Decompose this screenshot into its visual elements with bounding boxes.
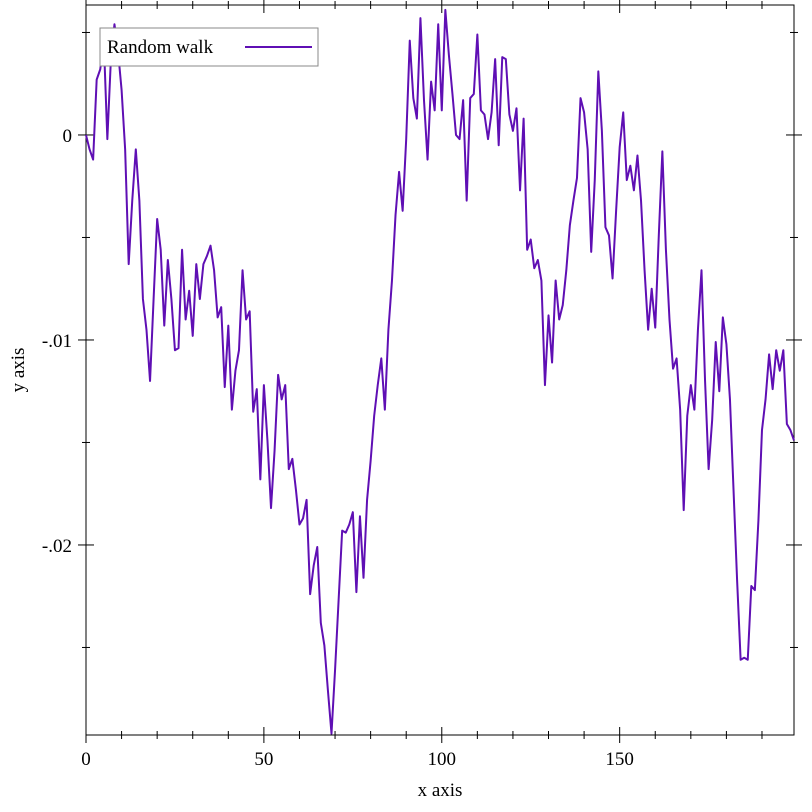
y-tick-label: 0 bbox=[63, 126, 73, 147]
legend-label: Random walk bbox=[107, 37, 214, 58]
y-axis-label: y axis bbox=[8, 348, 29, 393]
legend-box bbox=[99, 27, 319, 67]
y-tick-label: -.01 bbox=[42, 331, 72, 352]
plot-frame bbox=[85, 4, 795, 736]
x-axis-label: x axis bbox=[418, 780, 463, 801]
x-tick-label: 150 bbox=[605, 749, 634, 770]
y-tick-label: -.02 bbox=[42, 536, 72, 557]
line-series bbox=[85, 8, 795, 735]
x-tick-label: 50 bbox=[254, 749, 273, 770]
x-tick-label: 100 bbox=[428, 749, 457, 770]
x-tick-label: 0 bbox=[81, 749, 91, 770]
